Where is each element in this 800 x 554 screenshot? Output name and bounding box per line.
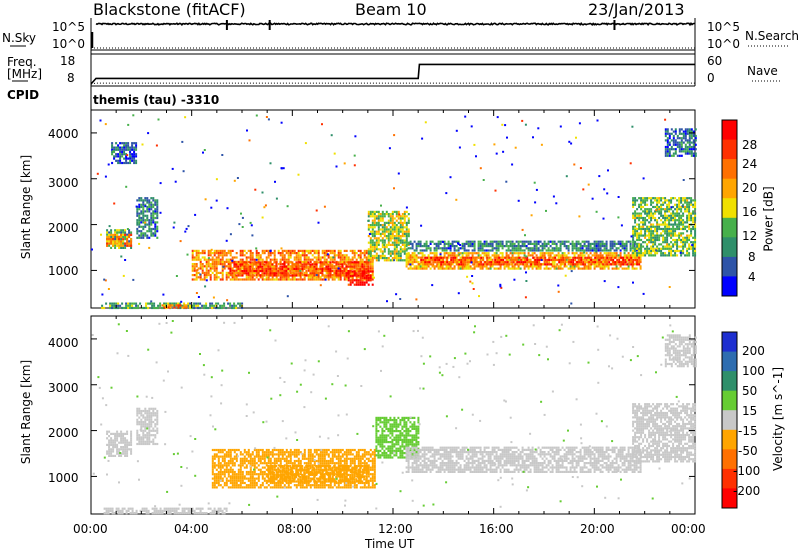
velocity-panel-echo-band	[136, 407, 159, 446]
power-colorbar-swatch	[722, 159, 737, 180]
freq-series-line	[90, 63, 695, 85]
velocity-colorbar-frame	[721, 331, 738, 509]
nsearch-label: N.Search	[745, 29, 800, 43]
power-colorbar-swatch	[722, 237, 737, 258]
power-cbar-tick: 24	[742, 157, 758, 171]
velocity-panel-echo-band	[632, 403, 697, 463]
beam-title: Beam 10	[355, 0, 427, 19]
station-title: Blackstone (fitACF)	[93, 0, 246, 19]
power-panel-scatter-points	[91, 114, 695, 305]
power-panel-echo-band	[367, 210, 410, 262]
velocity-ylabel: Slant Range [km]	[19, 359, 34, 465]
power-colorbar-frame	[721, 119, 738, 297]
velocity-ytick: 2000	[48, 426, 79, 440]
velocity-cbar-tick: 15	[742, 404, 758, 418]
velocity-colorbar-swatch	[722, 371, 737, 392]
power-ylabel: Slant Range [km]	[19, 154, 34, 260]
power-panel-echo-band	[136, 197, 159, 239]
power-ytick: 1000	[48, 264, 79, 278]
velocity-colorbar-swatch	[722, 390, 737, 411]
power-ytick: 4000	[48, 127, 79, 141]
freq-label: Freq.	[7, 55, 37, 69]
power-cbar-tick: 8	[748, 250, 756, 264]
power-cbar-tick: 12	[742, 229, 758, 243]
freq-tick-high: 18	[60, 54, 76, 68]
power-ytick: 3000	[48, 176, 79, 190]
date-title: 23/Jan/2013	[588, 0, 685, 19]
velocity-cbar-tick: 100	[742, 364, 765, 378]
power-colorbar-swatch	[722, 217, 737, 238]
power-colorbar-swatch	[722, 178, 737, 199]
velocity-colorbar-swatch	[722, 468, 737, 489]
power-ytick: 2000	[48, 221, 79, 235]
power-colorbar-swatch	[722, 120, 737, 141]
xaxis-tick: 08:00	[277, 522, 312, 536]
power-colorbar-swatch	[722, 139, 737, 160]
velocity-colorbar-swatch	[722, 429, 737, 450]
power-panel-echo-band	[664, 128, 697, 157]
power-panel-echo-band	[111, 142, 138, 165]
velocity-cbar-tick: -15	[738, 424, 758, 438]
freq-tick-low: 8	[67, 71, 75, 85]
nsky-label: N.Sky	[2, 31, 37, 45]
xaxis-tick: 00:00	[73, 522, 108, 536]
nave-series-line	[90, 82, 695, 85]
nave-label: Nave	[747, 64, 778, 78]
freq-unit-label: [MHz]	[7, 67, 43, 81]
nsky-series-line	[95, 21, 696, 27]
xaxis-tick: 00:00	[671, 522, 706, 536]
power-colorbar-swatch	[722, 276, 737, 297]
xaxis-tick: 12:00	[378, 522, 413, 536]
power-cbar-tick: 20	[742, 181, 758, 195]
power-panel-echo-band	[106, 233, 133, 247]
nsky-tick-high: 10^5	[52, 20, 85, 34]
xaxis-tick: 20:00	[580, 522, 615, 536]
xaxis-label: Time UT	[365, 537, 415, 551]
velocity-colorbar-swatch	[722, 332, 737, 353]
power-colorbar-swatch	[722, 198, 737, 219]
power-panel-echo-band	[632, 197, 697, 257]
velocity-panel-echo-band	[103, 507, 228, 515]
nsky-tick-low: 10^0	[52, 37, 85, 51]
power-cbar-tick: 16	[742, 205, 758, 219]
power-cbar-tick: 28	[742, 138, 758, 152]
velocity-colorbar-swatch	[722, 351, 737, 372]
power-panel-echo-band	[229, 261, 370, 277]
velocity-panel-frame	[90, 315, 696, 515]
velocity-cbar-tick: 200	[742, 344, 765, 358]
nsearch-tick-high: 10^5	[707, 20, 740, 34]
velocity-panel-echo-band	[106, 430, 133, 457]
cpid-label: CPID	[7, 88, 40, 102]
velocity-cbar-tick: -50	[738, 444, 758, 458]
cpid-value: themis (tau) -3310	[93, 93, 220, 107]
power-panel-echo-band	[418, 256, 641, 266]
velocity-panel-scatter-points	[91, 320, 695, 510]
power-panel-echo-band	[161, 304, 188, 309]
velocity-cbar-tick: 50	[742, 384, 758, 398]
velocity-colorbar-swatch	[722, 449, 737, 470]
power-cbar-tick: 4	[748, 270, 756, 284]
power-panel-echo-band	[405, 240, 642, 252]
velocity-cbar-tick: -200	[733, 484, 761, 498]
xaxis-tick: 16:00	[479, 522, 514, 536]
nave-tick-low: 0	[707, 71, 715, 85]
velocity-cbar-tick: -100	[733, 464, 761, 478]
power-colorbar-swatch	[722, 256, 737, 277]
velocity-panel-echo-band	[405, 446, 642, 473]
xaxis-tick: 04:00	[174, 522, 209, 536]
velocity-panel-echo-band	[267, 465, 370, 483]
power-panel-frame	[90, 109, 696, 309]
velocity-colorbar-swatch	[722, 488, 737, 509]
power-cbar-label: Power [dB]	[761, 186, 776, 252]
velocity-panel-echo-band	[664, 334, 697, 368]
nsearch-tick-low: 10^0	[707, 37, 740, 51]
velocity-cbar-label: Velocity [m s^-1]	[771, 366, 786, 472]
nave-tick-high: 60	[707, 54, 723, 68]
power-panel-echo-band	[347, 270, 374, 286]
velocity-colorbar-swatch	[722, 410, 737, 431]
velocity-ytick: 3000	[48, 381, 79, 395]
velocity-ytick: 1000	[48, 471, 79, 485]
velocity-ytick: 4000	[48, 336, 79, 350]
